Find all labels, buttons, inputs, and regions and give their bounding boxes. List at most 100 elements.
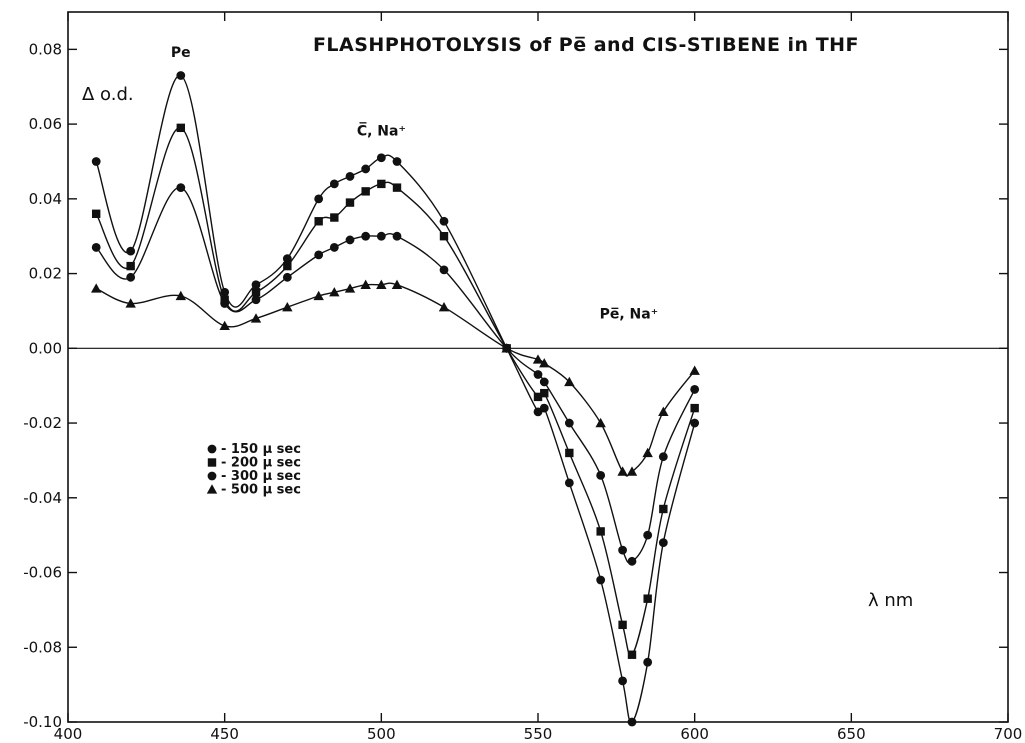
data-point <box>376 279 387 289</box>
data-point <box>658 538 668 548</box>
x-tick-label: 650 <box>837 725 866 743</box>
chart-title: FLASHPHOTOLYSIS of Pe̅ and CIS-STIBENE i… <box>313 34 859 56</box>
data-point <box>564 418 574 428</box>
data-point <box>219 320 230 331</box>
data-point <box>283 261 292 271</box>
y-tick-label: -0.02 <box>23 414 62 432</box>
legend-label: - 500 μ sec <box>221 483 301 498</box>
data-point <box>176 71 186 80</box>
data-point <box>176 183 186 193</box>
data-point <box>539 358 550 368</box>
series-2 <box>92 123 699 659</box>
x-axis-label: λ nm <box>868 590 913 611</box>
data-point <box>643 530 653 540</box>
legend-marker <box>206 484 218 494</box>
legend-label: - 150 μ sec <box>221 442 301 457</box>
data-point <box>92 209 101 218</box>
data-point <box>376 153 386 163</box>
data-point <box>360 279 371 289</box>
y-tick-label: 0.00 <box>29 339 62 357</box>
x-tick-label: 550 <box>524 725 553 743</box>
legend-marker <box>207 471 217 481</box>
y-tick-label: -0.06 <box>23 564 62 582</box>
data-point <box>313 290 324 301</box>
data-point <box>250 313 262 323</box>
data-point <box>618 676 627 686</box>
data-point <box>314 217 323 226</box>
data-point <box>282 254 292 264</box>
data-point <box>282 302 293 312</box>
data-point <box>361 187 370 196</box>
y-axis-label: Δ o.d. <box>82 84 134 105</box>
series-1 <box>91 71 700 727</box>
data-point <box>539 377 549 387</box>
series-3 <box>91 183 700 566</box>
series-4 <box>91 279 700 477</box>
data-point <box>392 231 402 241</box>
data-point <box>251 295 261 305</box>
plot-frame <box>67 11 1009 723</box>
data-point <box>540 388 549 398</box>
data-point <box>282 272 292 282</box>
data-point <box>345 172 355 181</box>
data-point <box>329 287 340 297</box>
data-point <box>643 594 652 603</box>
data-point <box>642 447 653 458</box>
data-point <box>618 545 627 555</box>
data-point <box>596 527 605 536</box>
legend-marker <box>207 458 217 467</box>
data-point <box>91 243 101 252</box>
data-point <box>314 194 324 204</box>
data-point <box>314 250 324 260</box>
legend: - 150 μ sec- 200 μ sec- 300 μ sec- 500 μ… <box>206 442 301 498</box>
data-point <box>376 231 386 241</box>
data-point <box>392 157 402 166</box>
data-point <box>251 288 261 297</box>
data-point <box>658 452 668 462</box>
data-point <box>251 280 261 290</box>
data-point <box>439 265 449 275</box>
data-point <box>627 650 637 659</box>
data-point <box>91 283 102 293</box>
data-point <box>689 365 700 375</box>
data-point <box>617 466 628 476</box>
y-tick-label: -0.08 <box>23 638 62 656</box>
data-point <box>565 448 574 458</box>
data-point <box>175 290 186 301</box>
annotation: Pe̅, Na⁺ <box>600 306 659 322</box>
data-point <box>439 232 449 241</box>
legend-marker <box>207 444 217 454</box>
data-point <box>564 478 574 488</box>
data-point <box>361 164 371 174</box>
data-point <box>220 299 230 308</box>
data-point <box>361 231 371 241</box>
data-point <box>345 235 355 245</box>
data-point <box>329 179 339 189</box>
data-point <box>595 417 606 428</box>
series-line <box>95 127 696 657</box>
series-line <box>95 186 696 564</box>
y-tick-label: -0.04 <box>23 489 62 507</box>
data-point <box>438 302 450 312</box>
data-point <box>596 470 606 480</box>
data-point <box>126 272 136 282</box>
y-tick-label: 0.02 <box>29 265 62 283</box>
data-point <box>690 418 700 428</box>
data-point <box>539 403 549 413</box>
data-point <box>532 354 544 364</box>
data-point <box>643 657 653 667</box>
data-point <box>91 157 101 166</box>
data-point <box>345 198 355 207</box>
data-point <box>391 279 403 289</box>
x-tick-label: 600 <box>680 725 709 743</box>
data-point <box>439 216 449 226</box>
data-point <box>533 370 543 379</box>
annotation: Pe <box>171 45 191 61</box>
data-point <box>329 243 339 252</box>
data-point <box>344 283 356 293</box>
y-tick-label: 0.06 <box>29 115 62 133</box>
legend-label: - 200 μ sec <box>221 456 301 471</box>
data-point <box>658 406 669 417</box>
series-line <box>95 74 696 723</box>
data-point <box>126 261 135 271</box>
